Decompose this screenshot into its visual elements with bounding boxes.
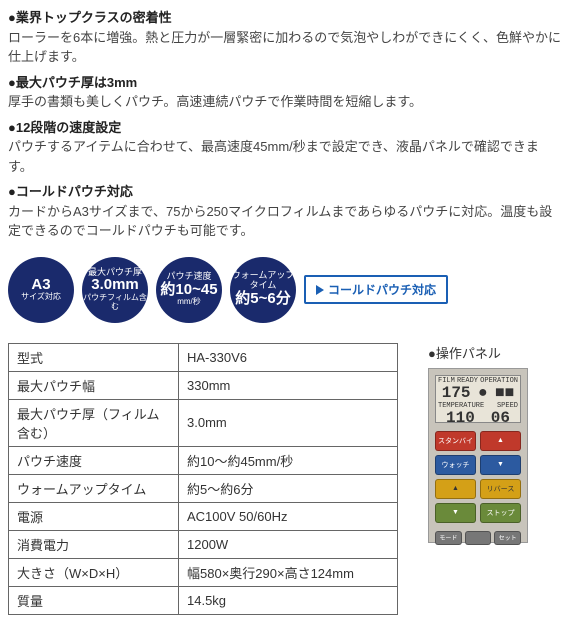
- spec-value: 1200W: [179, 530, 398, 558]
- badge-line: ウォームアップタイム: [230, 271, 296, 291]
- feature-block: ●12段階の速度設定パウチするアイテムに合わせて、最高速度45mm/秒まで設定で…: [8, 118, 561, 177]
- lcd-value: ●: [478, 385, 488, 403]
- table-row: 最大パウチ厚（フィルム含む）3.0mm: [9, 399, 398, 446]
- badges-row: A3 サイズ対応 最大パウチ厚 3.0mm パウチフィルム含む パウチ速度 約1…: [8, 257, 561, 323]
- feature-desc: カードからA3サイズまで、75から250マイクロフィルムまであらゆるパウチに対応…: [8, 202, 561, 241]
- spec-value: 約10～約45mm/秒: [179, 446, 398, 474]
- table-row: 質量14.5kg: [9, 586, 398, 614]
- feature-block: ●業界トップクラスの密着性ローラーを6本に増強。熱と圧力が一層緊密に加わるので気…: [8, 8, 561, 67]
- feature-title: ●最大パウチ厚は3mm: [8, 73, 561, 93]
- feature-title: ●12段階の速度設定: [8, 118, 561, 138]
- set-button[interactable]: セット: [494, 531, 521, 545]
- feature-desc: 厚手の書類も美しくパウチ。高速連続パウチで作業時間を短縮します。: [8, 92, 561, 112]
- mid-button[interactable]: [465, 531, 492, 545]
- table-row: 最大パウチ幅330mm: [9, 371, 398, 399]
- up-button[interactable]: ▲: [480, 431, 521, 451]
- down-button[interactable]: ▼: [480, 455, 521, 475]
- up2-button[interactable]: ▲: [435, 479, 476, 499]
- spec-label: ウォームアップタイム: [9, 474, 179, 502]
- stop-button[interactable]: ストップ: [480, 503, 521, 523]
- lcd-value: ■■: [495, 385, 514, 403]
- feature-desc: パウチするアイテムに合わせて、最高速度45mm/秒まで設定でき、液晶パネルで確認…: [8, 137, 561, 176]
- watch-button[interactable]: ウォッチ: [435, 455, 476, 475]
- bottom-button-row: モード セット: [435, 531, 521, 545]
- table-row: 電源AC100V 50/60Hz: [9, 502, 398, 530]
- table-row: 型式HA-330V6: [9, 343, 398, 371]
- feature-block: ●最大パウチ厚は3mm厚手の書類も美しくパウチ。高速連続パウチで作業時間を短縮し…: [8, 73, 561, 112]
- badge-line: A3: [31, 277, 50, 294]
- spec-value: AC100V 50/60Hz: [179, 502, 398, 530]
- badge-warmup: ウォームアップタイム 約5~6分: [230, 257, 296, 323]
- button-grid: スタンバイ ▲ ウォッチ ▼ ▲ リバース ▼ ストップ: [435, 431, 521, 523]
- badge-line: mm/秒: [177, 298, 201, 307]
- table-row: 消費電力1200W: [9, 530, 398, 558]
- feature-title: ●業界トップクラスの密着性: [8, 8, 561, 28]
- lcd-value: 175: [442, 385, 471, 403]
- badge-thickness: 最大パウチ厚 3.0mm パウチフィルム含む: [82, 257, 148, 323]
- spec-value: 約5～約6分: [179, 474, 398, 502]
- spec-value: 幅580×奥行290×高さ124mm: [179, 558, 398, 586]
- feature-title: ●コールドパウチ対応: [8, 182, 561, 202]
- spec-label: 質量: [9, 586, 179, 614]
- spec-value: 14.5kg: [179, 586, 398, 614]
- lcd-value: 06: [491, 410, 510, 428]
- control-panel: FILM READY OPERATION 175 ● ■■ TEMPERATUR…: [428, 368, 528, 543]
- spec-table: 型式HA-330V6最大パウチ幅330mm最大パウチ厚（フィルム含む）3.0mm…: [8, 343, 398, 615]
- feature-list: ●業界トップクラスの密着性ローラーを6本に増強。熱と圧力が一層緊密に加わるので気…: [8, 8, 561, 241]
- badge-line: 約5~6分: [235, 291, 290, 308]
- spec-label: 電源: [9, 502, 179, 530]
- spec-value: HA-330V6: [179, 343, 398, 371]
- feature-desc: ローラーを6本に増強。熱と圧力が一層緊密に加わるので気泡やしわができにくく、色鮮…: [8, 28, 561, 67]
- badge-line: 3.0mm: [91, 277, 139, 294]
- badge-line: サイズ対応: [21, 293, 61, 302]
- badge-line: パウチフィルム含む: [82, 294, 148, 312]
- spec-value: 3.0mm: [179, 399, 398, 446]
- spec-value: 330mm: [179, 371, 398, 399]
- panel-section: ●操作パネル FILM READY OPERATION 175 ● ■■ TEM…: [428, 343, 528, 543]
- badge-speed: パウチ速度 約10~45 mm/秒: [156, 257, 222, 323]
- down2-button[interactable]: ▼: [435, 503, 476, 523]
- spec-label: 消費電力: [9, 530, 179, 558]
- standby-button[interactable]: スタンバイ: [435, 431, 476, 451]
- spec-label: 大きさ（W×D×H）: [9, 558, 179, 586]
- lcd-value: 110: [446, 410, 475, 428]
- panel-label: ●操作パネル: [428, 343, 528, 362]
- badge-cold-pouch: コールドパウチ対応: [304, 275, 448, 304]
- badge-line: 約10~45: [160, 282, 217, 299]
- lcd-display: FILM READY OPERATION 175 ● ■■ TEMPERATUR…: [435, 375, 521, 423]
- spec-label: パウチ速度: [9, 446, 179, 474]
- badge-a3: A3 サイズ対応: [8, 257, 74, 323]
- table-row: ウォームアップタイム約5～約6分: [9, 474, 398, 502]
- table-row: 大きさ（W×D×H）幅580×奥行290×高さ124mm: [9, 558, 398, 586]
- spec-label: 最大パウチ幅: [9, 371, 179, 399]
- lower-section: 型式HA-330V6最大パウチ幅330mm最大パウチ厚（フィルム含む）3.0mm…: [8, 343, 561, 615]
- spec-label: 型式: [9, 343, 179, 371]
- badge-cold-label: コールドパウチ対応: [328, 281, 436, 298]
- mode-button[interactable]: モード: [435, 531, 462, 545]
- reverse-button[interactable]: リバース: [480, 479, 521, 499]
- table-row: パウチ速度約10～約45mm/秒: [9, 446, 398, 474]
- spec-label: 最大パウチ厚（フィルム含む）: [9, 399, 179, 446]
- feature-block: ●コールドパウチ対応カードからA3サイズまで、75から250マイクロフィルムまで…: [8, 182, 561, 241]
